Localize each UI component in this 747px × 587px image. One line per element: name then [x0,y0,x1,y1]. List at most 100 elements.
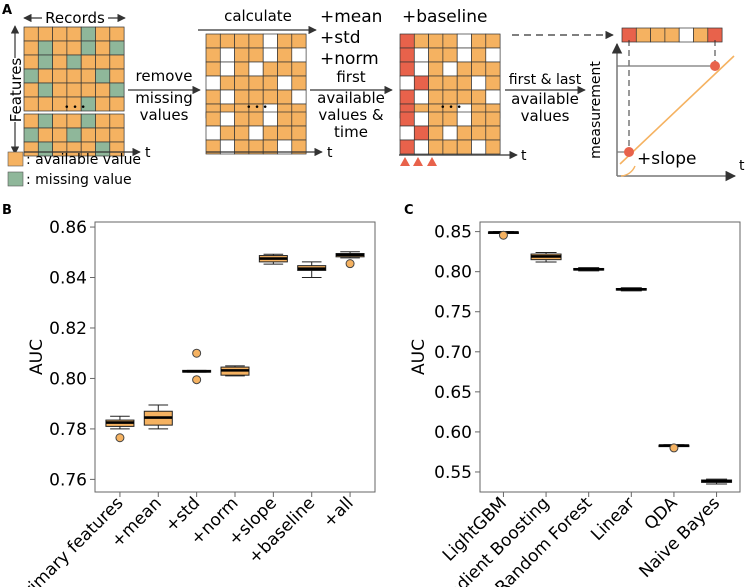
clean-grid-top-cell [205,33,221,49]
first-last-line-1: first & last [509,72,582,88]
time-label-2: t [327,145,333,161]
panel-a-label: A [2,3,12,18]
panel-a: A Records Features • • • • • • • • • t t… [2,3,745,188]
baseline-grid-top-cell [485,47,501,63]
clean-grid-top-cell [277,33,293,49]
raw-grid-top-cell [95,26,111,42]
clean-grid-top-cell [248,75,264,91]
baseline-grid-bottom-cell [485,111,501,127]
raw-grid-top-cell [66,26,82,42]
feature-norm: +norm [320,49,379,69]
clean-grid-top-cell [234,33,250,49]
baseline-grid-bottom [399,111,501,155]
baseline-grid-top-cell [399,75,415,91]
baseline-grid-top-cell [428,47,444,63]
baseline-grid-bottom-cell [428,111,444,127]
last-point [710,61,720,71]
single-record-row [621,27,723,43]
records-label-bg [42,8,108,26]
legend-available-swatch [7,151,24,167]
raw-grid-top-cell [23,40,39,56]
x-tick-label: +all [319,493,357,531]
clean-grid-top-cell [205,75,221,91]
y-tick-label: 0.78 [49,420,87,440]
y-tick-label: 0.80 [49,369,87,389]
clean-grid-bottom-cell [262,111,278,127]
raw-grid-top-cell [95,40,111,56]
raw-grid-bottom-cell [109,113,125,129]
y-tick-label: 0.86 [49,218,87,238]
baseline-grid-bottom-cell [442,125,458,141]
clean-grid-top-cell [234,75,250,91]
baseline-grid-bottom-cell [399,139,415,155]
raw-grid-top-cell [23,82,39,98]
raw-grid-top-cell [80,26,96,42]
baseline-grid-top-cell [485,33,501,49]
baseline-grid-bottom-cell [442,111,458,127]
first-point [624,147,634,157]
raw-grid-top-cell [37,82,53,98]
y-tick-label: 0.75 [434,303,472,323]
clean-grid-bottom-cell [205,125,221,141]
panel-c-label: C [404,203,414,218]
baseline-grid-top-cell [471,61,487,77]
clean-grid-top-cell [219,89,235,105]
single-record-row-cell [621,27,637,43]
first-last-line-2: available [511,90,579,108]
baseline-grid-top-cell [456,89,472,105]
raw-grid-top-cell [109,82,125,98]
single-record-row-cell [664,27,680,43]
raw-grid-top-cell [95,96,111,112]
measurement-label: measurement [588,61,604,159]
ellipsis-3: • • • [440,103,462,113]
raw-grid-top-cell [37,54,53,70]
raw-grid-top-cell [80,82,96,98]
y-axis-label: AUC [27,339,47,375]
baseline-grid-bottom-cell [428,139,444,155]
raw-grid-top [23,26,125,112]
clean-grid-top-cell [291,89,307,105]
baseline-grid-bottom-cell [399,125,415,141]
calculate-label: calculate [224,7,292,25]
baseline-grid-top-cell [442,47,458,63]
clean-grid-bottom-cell [291,125,307,141]
raw-grid-top-cell [37,68,53,84]
clean-grid-top-cell [219,75,235,91]
clean-grid-top-cell [262,47,278,63]
remove-line-3: values [140,106,189,124]
remove-line-2: missing [135,89,193,107]
clean-grid-top-cell [205,89,221,105]
single-record-row-cell [707,27,723,43]
outlier-point [498,230,508,240]
outlier-point [192,348,202,358]
features-label: Features [7,58,25,123]
legend-missing-swatch [7,171,24,187]
slope-angle-arc [620,165,636,177]
raw-grid-top-cell [37,96,53,112]
raw-grid-top-cell [80,68,96,84]
y-tick-label: 0.70 [434,343,472,363]
baseline-grid-top-cell [485,75,501,91]
y-tick-label: 0.65 [434,383,472,403]
baseline-grid-top-cell [456,47,472,63]
baseline-grid-bottom-cell [442,139,458,155]
remove-line-1: remove [136,67,193,85]
raw-grid-bottom-cell [23,113,39,129]
baseline-grid-top-cell [399,89,415,105]
raw-grid-bottom-cell [109,127,125,143]
baseline-grid-top-cell [485,89,501,105]
raw-grid-bottom-cell [66,127,82,143]
raw-grid-top-cell [52,54,68,70]
raw-grid-top-cell [95,54,111,70]
baseline-label: +baseline [402,7,487,27]
raw-grid-top-cell [23,54,39,70]
legend-missing-label: : missing value [26,172,132,188]
raw-grid-top-cell [109,40,125,56]
single-record-row-cell [650,27,666,43]
x-tick-label: Linear [587,493,639,545]
clean-grid-top-cell [234,61,250,77]
clean-grid-top-cell [205,61,221,77]
baseline-grid-top-cell [413,61,429,77]
baseline-grid-top-cell [471,33,487,49]
clean-grid-bottom-cell [248,125,264,141]
